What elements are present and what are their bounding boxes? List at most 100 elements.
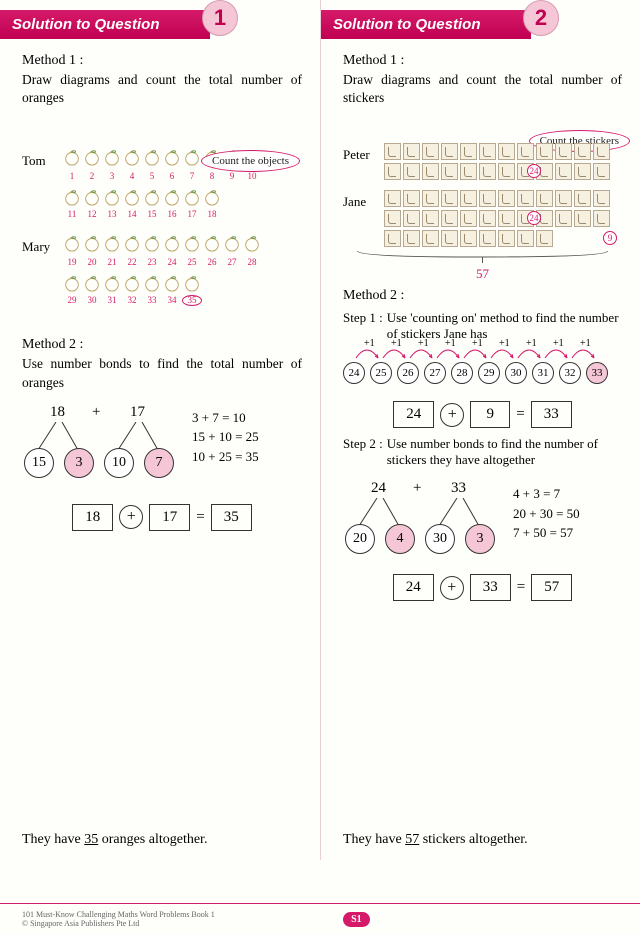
q1-number-bond: 18 + 17 15 3 10 7	[22, 404, 192, 484]
count-on-circle: 28	[451, 362, 473, 384]
q1-equations: 3 + 7 = 10 15 + 10 = 25 10 + 25 = 35	[192, 408, 259, 467]
count-on-circle: 31	[532, 362, 554, 384]
sticker-icon	[593, 163, 610, 180]
sticker-icon	[536, 190, 553, 207]
sticker-icon	[422, 210, 439, 227]
banner-q2: Solution to Question 2	[321, 10, 531, 39]
sticker-icon	[403, 143, 420, 160]
sticker-icon	[574, 163, 591, 180]
orange-icon	[163, 188, 181, 206]
count-label: 33	[142, 296, 162, 305]
orange-icon	[123, 188, 141, 206]
orange-icon	[103, 148, 121, 166]
count-label: 32	[122, 296, 142, 305]
count-label: 10	[242, 172, 262, 181]
orange-icon	[123, 234, 141, 252]
q1-result: 18 + 17 = 35	[22, 504, 302, 531]
sticker-icon	[498, 143, 515, 160]
sticker-icon	[479, 143, 496, 160]
orange-icon	[63, 188, 81, 206]
sticker-icon	[422, 143, 439, 160]
count-label: 1	[62, 172, 82, 181]
count-on-circle: 25	[370, 362, 392, 384]
count-label: 25	[182, 258, 202, 267]
sticker-icon	[384, 210, 401, 227]
sticker-icon	[593, 143, 610, 160]
count-label: 31	[102, 296, 122, 305]
orange-icon	[83, 188, 101, 206]
column-q1: Solution to Question 1 Method 1 : Draw d…	[0, 0, 320, 860]
sticker-icon	[441, 190, 458, 207]
count-label: 14	[122, 210, 142, 219]
page-footer: 101 Must-Know Challenging Maths Word Pro…	[0, 903, 640, 934]
orange-icon	[103, 274, 121, 292]
count-on-circle: 29	[478, 362, 500, 384]
count-label: 30	[82, 296, 102, 305]
count-label: 34	[162, 296, 182, 305]
q2-number-bond: 24 + 33 20 4 30 3	[343, 480, 513, 560]
count-label: 20	[82, 258, 102, 267]
sticker-icon	[460, 230, 477, 247]
q1-method2-desc: Use number bonds to find the total numbe…	[22, 355, 302, 391]
count-label: 27	[222, 258, 242, 267]
arc-arrow-icon	[543, 346, 569, 360]
orange-icon	[143, 148, 161, 166]
q2-method2-title: Method 2 :	[343, 288, 622, 304]
sticker-icon	[403, 190, 420, 207]
banner-text: Solution to Question	[12, 16, 159, 33]
sticker-icon	[555, 210, 572, 227]
sticker-icon	[460, 143, 477, 160]
count-label: 5	[142, 172, 162, 181]
orange-icon	[63, 148, 81, 166]
sticker-icon	[384, 163, 401, 180]
sticker-icon	[574, 143, 591, 160]
sticker-icon	[517, 143, 534, 160]
banner-q1: Solution to Question 1	[0, 10, 210, 39]
sticker-icon	[422, 230, 439, 247]
count-on-circle: 32	[559, 362, 581, 384]
q2-method1-title: Method 1 :	[343, 53, 622, 69]
count-label: 22	[122, 258, 142, 267]
orange-icon	[183, 274, 201, 292]
q1-method1-title: Method 1 :	[22, 53, 302, 69]
q1-method1-desc: Draw diagrams and count the total number…	[22, 71, 302, 107]
question-number-1: 1	[202, 0, 238, 36]
sticker-icon	[403, 230, 420, 247]
page-badge: S1	[343, 912, 370, 927]
q1-method2-title: Method 2 :	[22, 337, 302, 353]
sticker-icon	[460, 210, 477, 227]
orange-icon	[243, 234, 261, 252]
orange-icon	[203, 188, 221, 206]
sticker-icon	[422, 190, 439, 207]
count-label: 13	[102, 210, 122, 219]
q2-result2: 24 + 33 = 57	[343, 574, 622, 601]
orange-icon	[183, 234, 201, 252]
sticker-icon	[498, 163, 515, 180]
question-number-2: 2	[523, 0, 559, 36]
orange-icon	[143, 234, 161, 252]
sticker-icon	[555, 143, 572, 160]
bond-a1: 15	[24, 448, 54, 478]
sticker-icon	[574, 190, 591, 207]
q2-step2: Step 2 : Use number bonds to find the nu…	[343, 436, 622, 468]
count-label: 2	[82, 172, 102, 181]
count-badge: 9	[603, 231, 617, 245]
sticker-icon	[441, 230, 458, 247]
sticker-icon	[555, 190, 572, 207]
count-label: 6	[162, 172, 182, 181]
count-label: 35	[182, 295, 202, 306]
arc-arrow-icon	[381, 346, 407, 360]
sticker-icon	[403, 210, 420, 227]
orange-icon	[123, 148, 141, 166]
q2-sticker-diagram: Peter24Jane249	[343, 141, 622, 249]
sticker-icon	[479, 230, 496, 247]
sticker-icon	[441, 163, 458, 180]
orange-icon	[63, 234, 81, 252]
person-label: Tom	[22, 147, 62, 169]
q1-orange-diagram: Tom123456789101112131415161718Mary192021…	[22, 147, 302, 319]
sticker-icon	[593, 190, 610, 207]
counting-on-diagram: 2425+126+127+128+129+130+131+132+133+1	[343, 348, 622, 393]
sticker-icon	[555, 163, 572, 180]
q1-conclusion: They have 35 oranges altogether.	[22, 832, 302, 848]
bubble-count-objects: Count the objects	[201, 150, 300, 172]
